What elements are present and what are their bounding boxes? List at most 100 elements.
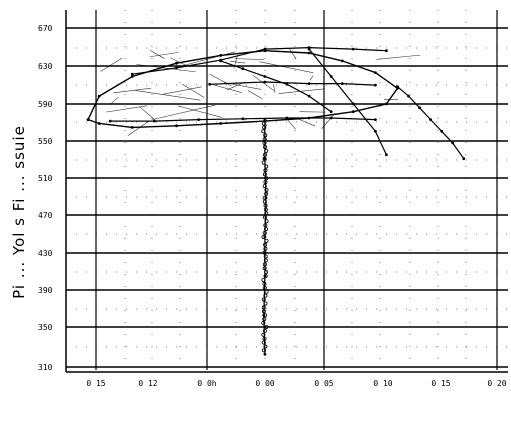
data-point <box>86 118 90 121</box>
y-tick-label: 390 <box>38 286 53 295</box>
scribble-line <box>247 90 263 100</box>
x-tick-label: 0 20 <box>487 379 506 388</box>
data-point <box>241 117 245 121</box>
scribble-line <box>111 96 119 104</box>
drop-point <box>262 328 267 333</box>
scribble-line <box>163 86 202 95</box>
data-point <box>351 102 355 106</box>
drop-point <box>261 297 266 302</box>
drop-point <box>264 164 269 169</box>
major-grid <box>65 10 508 373</box>
data-point <box>175 66 178 70</box>
scribble-line <box>224 82 262 90</box>
drop-point <box>262 281 267 286</box>
data-point <box>351 47 355 51</box>
scribble-line <box>113 87 152 94</box>
drop-point <box>262 348 267 353</box>
data-point <box>340 82 344 85</box>
drop-point <box>261 340 266 345</box>
data-point <box>374 71 377 74</box>
data-point <box>307 47 311 51</box>
scribble-line <box>252 75 275 91</box>
drop-point <box>261 309 266 314</box>
drop-point <box>264 238 269 243</box>
drop-point <box>262 199 267 204</box>
drop-point <box>261 305 266 310</box>
drop-point <box>263 344 268 349</box>
drop-point <box>261 234 266 239</box>
data-point <box>329 110 333 114</box>
data-point <box>130 72 134 76</box>
drop-point <box>262 313 267 318</box>
drop-point <box>263 227 268 232</box>
drop-point <box>263 293 268 298</box>
data-point <box>108 119 112 123</box>
drop-point <box>264 211 269 216</box>
scribble-line <box>288 48 297 59</box>
data-point <box>97 122 101 125</box>
vertical-drop-dots <box>261 121 269 353</box>
drop-point <box>261 321 266 326</box>
scribble-line <box>149 49 165 59</box>
data-point <box>263 118 267 121</box>
drop-point <box>262 336 267 341</box>
y-tick-label: 430 <box>38 249 53 258</box>
drop-point <box>264 191 269 196</box>
drop-point <box>262 184 267 189</box>
scribble-line <box>279 88 325 94</box>
y-tick-label: 550 <box>38 137 53 146</box>
minor-grid <box>66 10 508 370</box>
y-tick-label: 630 <box>38 62 53 71</box>
scribble-line <box>259 61 314 74</box>
drop-point <box>261 332 266 337</box>
drop-point <box>263 207 268 212</box>
data-point <box>418 106 421 110</box>
drop-point <box>262 195 267 200</box>
data-point <box>462 157 466 161</box>
drop-point <box>262 152 267 157</box>
drop-point <box>262 285 267 290</box>
x-tick-label: 0 0h <box>197 379 216 388</box>
drop-point <box>262 156 267 161</box>
scribble-line <box>136 64 196 73</box>
data-point <box>385 102 388 106</box>
series-line <box>220 60 332 113</box>
drop-point <box>262 137 267 142</box>
drop-point <box>264 148 269 153</box>
series-layer <box>86 46 466 356</box>
drop-point <box>263 274 268 279</box>
data-point <box>130 75 134 78</box>
series-line <box>87 49 399 129</box>
scribble-line <box>135 90 201 101</box>
drop-point <box>262 317 267 322</box>
scribble-line <box>233 54 238 69</box>
y-tick-label: 510 <box>38 174 53 183</box>
scribble-line <box>151 104 216 121</box>
loop-scribbles <box>100 48 421 136</box>
scribble-line <box>182 83 205 98</box>
data-point <box>407 94 410 98</box>
scribble-line <box>375 54 421 60</box>
drop-point <box>262 250 267 255</box>
scribble-line <box>139 106 155 120</box>
scribble-line <box>273 84 276 93</box>
data-point <box>374 83 377 87</box>
data-point <box>219 122 223 125</box>
scribble-line <box>230 60 246 64</box>
y-tick-label: 350 <box>38 323 53 332</box>
data-point <box>175 124 178 128</box>
data-point <box>262 313 266 317</box>
data-point <box>385 49 388 53</box>
data-point <box>241 67 245 71</box>
drop-point <box>261 129 266 134</box>
data-point <box>130 126 134 129</box>
y-tick-label: 590 <box>38 100 53 109</box>
data-point <box>374 118 377 121</box>
data-point <box>440 129 444 133</box>
data-point <box>329 75 333 78</box>
drop-point <box>263 223 268 228</box>
data-point <box>197 118 201 121</box>
y-tick-labels: 670 630 590 550 510 470 430 390 350 310 <box>38 24 53 372</box>
drop-point <box>263 168 268 173</box>
